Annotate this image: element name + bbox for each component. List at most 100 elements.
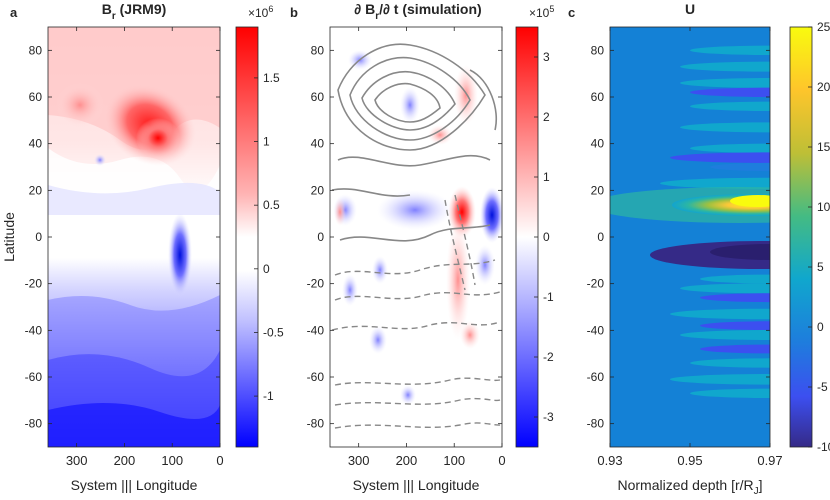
jet-band: [680, 61, 770, 72]
panel-b-contours: [331, 43, 497, 242]
ytick-label: -80: [307, 417, 325, 431]
colorbar-tick-label: 10: [817, 200, 830, 214]
ytick-label: 80: [29, 43, 43, 57]
jet-band: [690, 143, 770, 154]
colorbar-tick-label: 1: [263, 135, 270, 149]
ytick-label: 0: [35, 230, 42, 244]
jet-band: [670, 152, 770, 163]
panel-a-ylabel: Latitude: [1, 212, 17, 262]
colorbar-tick-label: 0: [263, 262, 270, 276]
panel-b-xlabel: System ||| Longitude: [353, 477, 480, 493]
jet-band: [700, 321, 770, 331]
ytick-label: 60: [29, 90, 43, 104]
panel-a-letter: a: [10, 5, 18, 20]
colorbar-tick-label: -1: [543, 290, 554, 304]
ytick-label: 40: [311, 137, 325, 151]
panel-a-xlabel: System ||| Longitude: [71, 477, 198, 493]
jet-band: [670, 308, 770, 320]
colorbar-tick-label: -3: [543, 410, 554, 424]
xtick-label: 100: [443, 453, 465, 468]
panel-c-colorbar: [789, 26, 813, 448]
ytick-label: -80: [587, 417, 605, 431]
ytick-label: -40: [25, 323, 43, 337]
jet-band: [700, 344, 770, 354]
jet-band: [690, 101, 770, 112]
colorbar-tick-label: 0: [543, 230, 550, 244]
panel-c-letter: c: [568, 5, 575, 20]
xtick-label: 300: [348, 453, 370, 468]
jet-band: [690, 388, 770, 399]
xtick-label: 0.97: [757, 453, 782, 468]
ytick-label: -40: [307, 323, 325, 337]
panel-b-title: ∂ Br/∂ t (simulation): [354, 1, 481, 22]
colorbar-tick-label: -2: [543, 350, 554, 364]
panel-a-field: [48, 27, 220, 447]
xtick-label: 0: [216, 453, 223, 468]
xtick-label: 0.93: [597, 453, 622, 468]
panel-b-letter: b: [290, 5, 298, 20]
ytick-label: 40: [591, 137, 605, 151]
xtick-label: 200: [114, 453, 136, 468]
jet-band: [660, 177, 770, 189]
xtick-label: 100: [161, 453, 183, 468]
xtick-label: 0: [498, 453, 505, 468]
ytick-label: -20: [587, 277, 605, 291]
ytick-label: 20: [311, 183, 325, 197]
panel-a: 1.510.50-0.5-1 ×106 806040200-20-40-60-8…: [1, 1, 284, 493]
colorbar-tick-label: 3: [543, 50, 550, 64]
colorbar-tick-label: -0.5: [263, 325, 284, 339]
ytick-label: -40: [587, 323, 605, 337]
panel-a-colorbar: [235, 26, 259, 448]
ytick-label: 80: [311, 43, 325, 57]
ytick-label: 80: [591, 43, 605, 57]
jet-band: [690, 358, 770, 368]
jet-band: [680, 122, 770, 133]
panel-c: 25 20 15 10 5 0 -5 -10 80 60 40 20 0 -20 -40 -60 -80 0.9…: [568, 1, 830, 497]
colorbar-tick-label: 0: [817, 320, 824, 334]
colorbar-tick-label: 5: [817, 260, 824, 274]
ytick-label: 60: [591, 90, 605, 104]
jet-band: [700, 274, 770, 284]
ytick-label: 20: [591, 183, 605, 197]
colorbar-tick-label: -10: [817, 440, 830, 454]
ytick-label: -60: [25, 370, 43, 384]
colorbar-tick-label: 25: [817, 20, 830, 34]
colorbar-tick-label: -1: [263, 389, 274, 403]
ytick-label: -80: [25, 417, 43, 431]
jet-band: [710, 162, 770, 172]
colorbar-tick-label: -5: [817, 380, 828, 394]
ytick-label: 0: [597, 230, 604, 244]
ytick-label: 20: [29, 183, 43, 197]
panel-a-title: Br (JRM9): [102, 1, 167, 22]
ytick-label: -20: [307, 277, 325, 291]
ytick-label: -60: [587, 370, 605, 384]
panel-b-colorbar-exponent: ×105: [529, 4, 554, 20]
ytick-label: -60: [307, 370, 325, 384]
ytick-label: 40: [29, 137, 43, 151]
colorbar-tick-label: 2: [543, 110, 550, 124]
jet-band: [670, 374, 770, 385]
colorbar-tick-label: 20: [817, 80, 830, 94]
panel-b-field: [330, 27, 502, 447]
xtick-label: 0.95: [677, 453, 702, 468]
jet-band: [680, 78, 770, 88]
xtick-label: 300: [66, 453, 88, 468]
jet-band: [690, 87, 770, 98]
xtick-label: 200: [396, 453, 418, 468]
panel-b-dashed-contours: [331, 194, 501, 429]
ytick-label: -20: [25, 277, 43, 291]
colorbar-tick-label: 1: [543, 170, 550, 184]
panel-c-title: U: [685, 1, 695, 17]
jet-band: [700, 293, 770, 303]
panel-a-colorbar-exponent: ×106: [248, 4, 273, 20]
colorbar-tick-label: 1.5: [263, 71, 280, 85]
colorbar-tick-label: 0.5: [263, 198, 280, 212]
colorbar-tick-label: 15: [817, 140, 830, 154]
jet-band: [690, 45, 770, 56]
ytick-label: 60: [311, 90, 325, 104]
panel-c-xlabel: Normalized depth [r/RJ]: [617, 477, 762, 497]
jet-band: [680, 283, 770, 294]
panel-c-field: [610, 27, 770, 447]
